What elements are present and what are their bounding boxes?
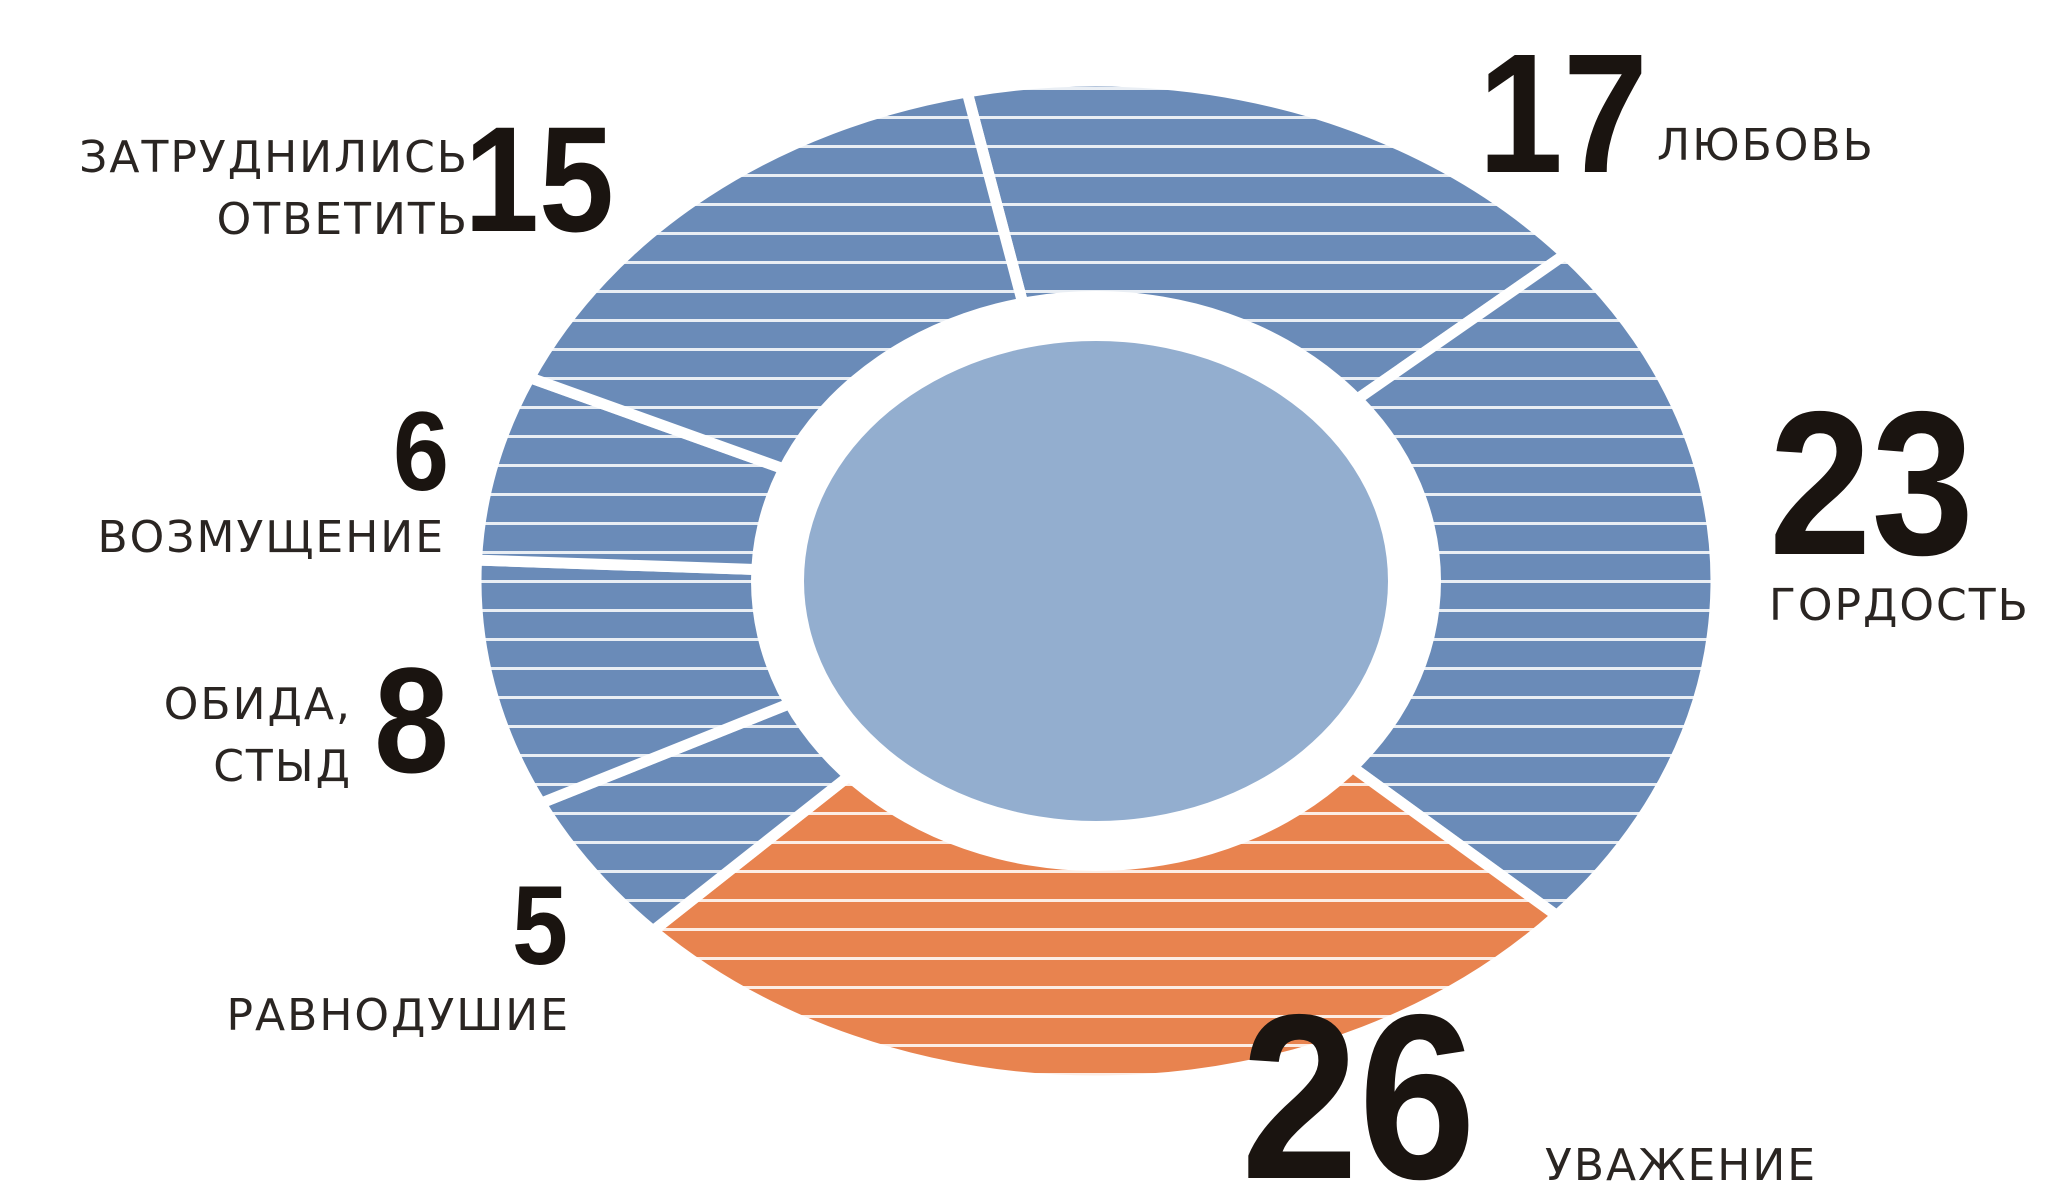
category-label: ОБИДА,	[164, 679, 352, 730]
category-label: УВАЖЕНИЕ	[1545, 1140, 1817, 1188]
category-label: ЗАТРУДНИЛИСЬ	[79, 132, 469, 183]
category-label: РАВНОДУШИЕ	[227, 990, 571, 1041]
category-label: ЛЮБОВЬ	[1657, 120, 1875, 171]
value-label: 26	[1241, 965, 1476, 1188]
value-label: 23	[1769, 369, 1974, 598]
value-label: 6	[393, 389, 449, 514]
category-label: СТЫД	[213, 741, 352, 792]
category-label: ОТВЕТИТЬ	[217, 194, 469, 245]
value-label: 15	[464, 95, 614, 263]
value-label: 17	[1478, 19, 1648, 209]
category-label: ГОРДОСТЬ	[1769, 580, 2030, 631]
value-label: 5	[512, 863, 568, 988]
category-label: ВОЗМУЩЕНИЕ	[97, 512, 445, 563]
center-disc	[804, 341, 1388, 821]
value-label: 8	[374, 636, 449, 804]
